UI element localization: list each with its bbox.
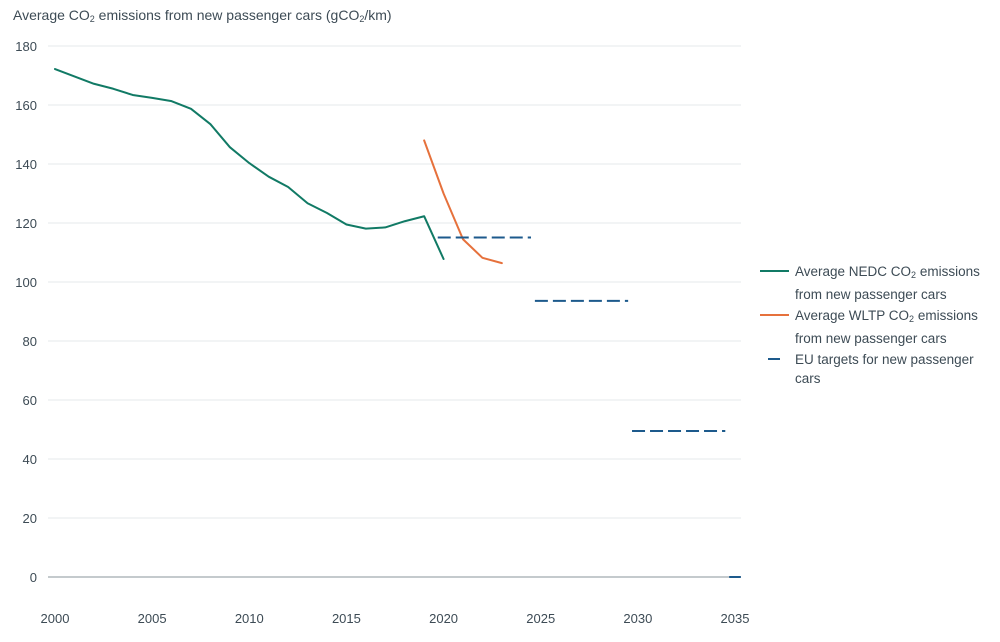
y-tick-label: 40	[23, 452, 37, 467]
gridlines	[48, 45, 741, 578]
legend-label-part: Average NEDC CO	[795, 264, 912, 279]
x-tick-label: 2010	[235, 611, 264, 626]
y-tick-label: 60	[23, 393, 37, 408]
y-tick-label: 160	[15, 98, 37, 113]
legend-item-wltp[interactable]: Average WLTP CO2 emissions from new pass…	[760, 306, 996, 348]
chart-title-part: Average CO	[13, 7, 90, 23]
legend-label-part: EU targets for new passenger cars	[795, 352, 974, 386]
y-tick-label: 0	[30, 570, 37, 585]
chart-title-part: emissions from new passenger cars (gCO	[94, 7, 360, 23]
legend-swatch-eu-targets	[768, 358, 780, 360]
legend-label-subscript: 2	[909, 314, 915, 324]
x-axis-ticks: 2000 2005 2010 2015 2020 2025 2030 2035	[41, 611, 750, 626]
y-axis-ticks: 0 20 40 60 80 100 120 140 160 180	[15, 39, 37, 585]
chart-title-part: /km)	[364, 7, 392, 23]
x-tick-label: 2035	[721, 611, 750, 626]
legend-item-nedc[interactable]: Average NEDC CO2 emissions from new pass…	[760, 262, 996, 304]
wltp-series-line	[423, 139, 503, 265]
legend: Average NEDC CO2 emissions from new pass…	[760, 262, 996, 390]
legend-label-part: emissions from new passenger cars	[795, 264, 980, 302]
x-tick-label: 2015	[332, 611, 361, 626]
chart-title-subscript: 2	[89, 14, 95, 24]
y-tick-label: 20	[23, 511, 37, 526]
y-tick-label: 80	[23, 334, 37, 349]
y-tick-label: 140	[15, 157, 37, 172]
legend-swatch-nedc	[760, 270, 789, 272]
y-tick-label: 100	[15, 275, 37, 290]
chart-title-subscript: 2	[359, 14, 365, 24]
y-tick-label: 180	[15, 39, 37, 54]
legend-item-eu-targets[interactable]: EU targets for new passenger cars	[760, 350, 996, 388]
legend-label-part: emissions from new passenger cars	[795, 308, 978, 346]
x-tick-label: 2025	[526, 611, 555, 626]
x-tick-label: 2030	[623, 611, 652, 626]
x-tick-label: 2000	[41, 611, 70, 626]
nedc-series-line	[54, 68, 445, 260]
legend-label-part: Average WLTP CO	[795, 308, 910, 323]
chart-title: Average CO2 emissions from new passenger…	[13, 7, 392, 24]
y-tick-label: 120	[15, 216, 37, 231]
x-tick-label: 2005	[138, 611, 167, 626]
legend-swatch-wltp	[760, 314, 789, 316]
series-lines	[54, 68, 741, 578]
legend-label-subscript: 2	[911, 270, 917, 280]
x-tick-label: 2020	[429, 611, 458, 626]
